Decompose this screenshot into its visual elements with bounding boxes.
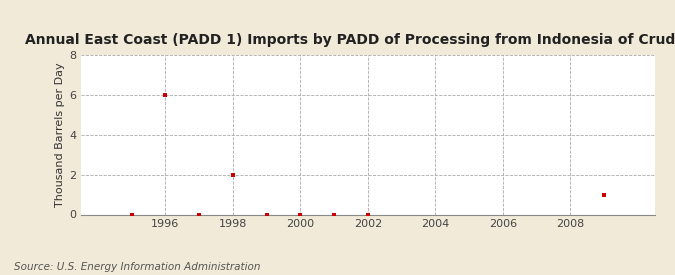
Point — [362, 212, 373, 217]
Point — [126, 212, 137, 217]
Point — [160, 93, 171, 97]
Text: Source: U.S. Energy Information Administration: Source: U.S. Energy Information Administ… — [14, 262, 260, 272]
Point — [329, 212, 340, 217]
Point — [599, 192, 610, 197]
Point — [227, 172, 238, 177]
Title: Annual East Coast (PADD 1) Imports by PADD of Processing from Indonesia of Crude: Annual East Coast (PADD 1) Imports by PA… — [25, 33, 675, 47]
Point — [295, 212, 306, 217]
Point — [194, 212, 205, 217]
Point — [261, 212, 272, 217]
Y-axis label: Thousand Barrels per Day: Thousand Barrels per Day — [55, 62, 65, 207]
